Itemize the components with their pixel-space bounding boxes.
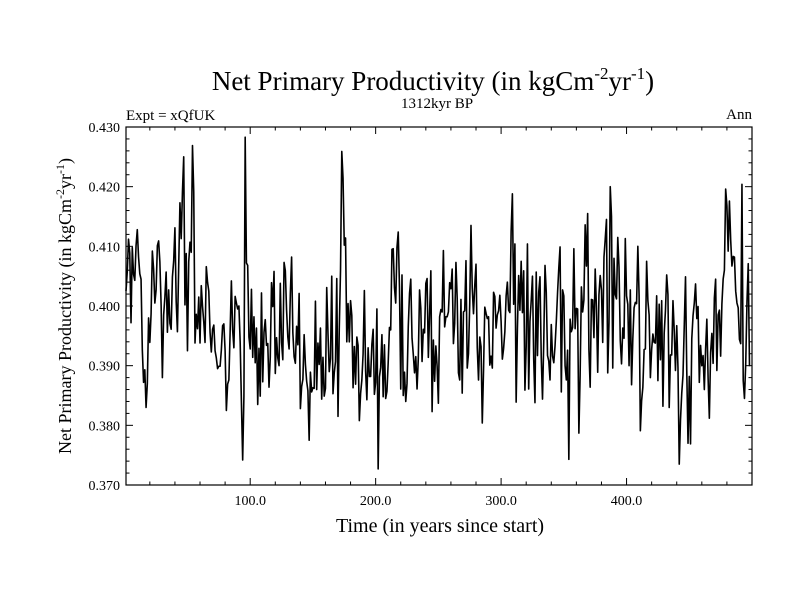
chart-title: Net Primary Productivity (in kgCm-2yr-1) <box>212 64 654 96</box>
x-tick-label: 300.0 <box>485 494 517 509</box>
x-tick-label: 400.0 <box>611 494 643 509</box>
y-tick-label: 0.400 <box>89 300 121 315</box>
series-group <box>125 136 751 470</box>
chart-subtitle: 1312kyr BP <box>401 96 473 112</box>
axis-ticks <box>126 126 752 486</box>
series-line-npp <box>125 136 751 470</box>
x-tick-label: 100.0 <box>234 494 266 509</box>
y-tick-label: 0.430 <box>89 121 121 136</box>
axis-tick-labels: 0.370 0.380 0.390 0.400 0.410 0.420 0.430 100.0… <box>89 121 643 509</box>
y-axis-label: Net Primary Productivity (in kgCm-2yr-1) <box>53 158 76 454</box>
x-axis-label: Time (in years since start) <box>336 515 544 537</box>
y-tick-label: 0.420 <box>89 181 121 196</box>
y-tick-label: 0.410 <box>89 240 121 255</box>
x-tick-label: 200.0 <box>360 494 392 509</box>
y-tick-label: 0.390 <box>89 360 121 375</box>
y-tick-label: 0.380 <box>89 419 121 434</box>
y-tick-label: 0.370 <box>89 479 121 494</box>
plot-frame <box>125 126 753 486</box>
season-label: Ann <box>726 107 752 123</box>
experiment-label: Expt = xQfUK <box>126 108 215 124</box>
